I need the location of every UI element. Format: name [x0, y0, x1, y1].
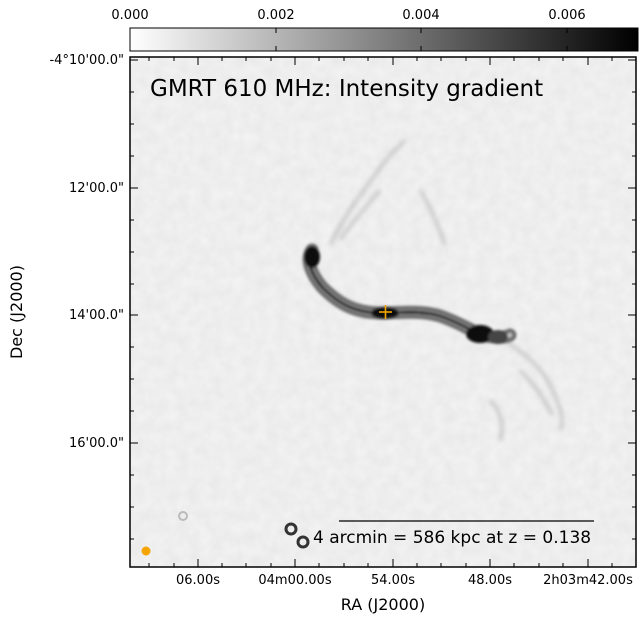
colorbar: 0.000 0.002 0.004 0.006 [111, 8, 639, 52]
ra-tick-label: 06.00s [176, 573, 220, 588]
dec-tick-label: -4°10'00.0" [49, 53, 124, 68]
diffuse-emission [328, 138, 564, 441]
colorbar-tick: 0.004 [402, 8, 439, 23]
panel-title: GMRT 610 MHz: Intensity gradient [150, 76, 543, 102]
beam-indicator [141, 546, 151, 556]
y-axis-title: Dec (J2000) [7, 265, 26, 359]
dec-tick-label: 16'00.0" [69, 436, 124, 451]
colorbar-tick: 0.006 [548, 8, 585, 23]
dec-tick-labels: -4°10'00.0" 12'00.0" 14'00.0" 16'00.0" [49, 53, 124, 451]
scale-bar-label: 4 arcmin = 586 kpc at z = 0.138 [313, 528, 591, 548]
ra-tick-label: 04m00.00s [258, 573, 331, 588]
dec-ticks [130, 59, 636, 540]
point-source [296, 535, 310, 549]
dec-tick-label: 14'00.0" [69, 308, 124, 323]
ra-tick-label: 48.00s [468, 573, 512, 588]
x-axis-title: RA (J2000) [341, 595, 425, 614]
ra-tick-label: 54.00s [371, 573, 415, 588]
compact-sources [178, 511, 310, 549]
dec-tick-label: 12'00.0" [69, 181, 124, 196]
ra-tick-label: 2h03m42.00s [543, 573, 633, 588]
image-frame [129, 56, 637, 568]
ra-tick-labels: 06.00s 04m00.00s 54.00s 48.00s 2h03m42.0… [176, 573, 633, 588]
radio-jet [302, 243, 517, 344]
point-source [284, 522, 298, 536]
colorbar-gradient [129, 27, 639, 52]
core-marker [379, 305, 392, 319]
image-panel: GMRT 610 MHz: Intensity gradient 4 arcmi… [129, 56, 637, 568]
ra-ticks [148, 57, 613, 567]
point-source [178, 511, 188, 521]
colorbar-tick: 0.000 [111, 8, 148, 23]
colorbar-tick: 0.002 [257, 8, 294, 23]
